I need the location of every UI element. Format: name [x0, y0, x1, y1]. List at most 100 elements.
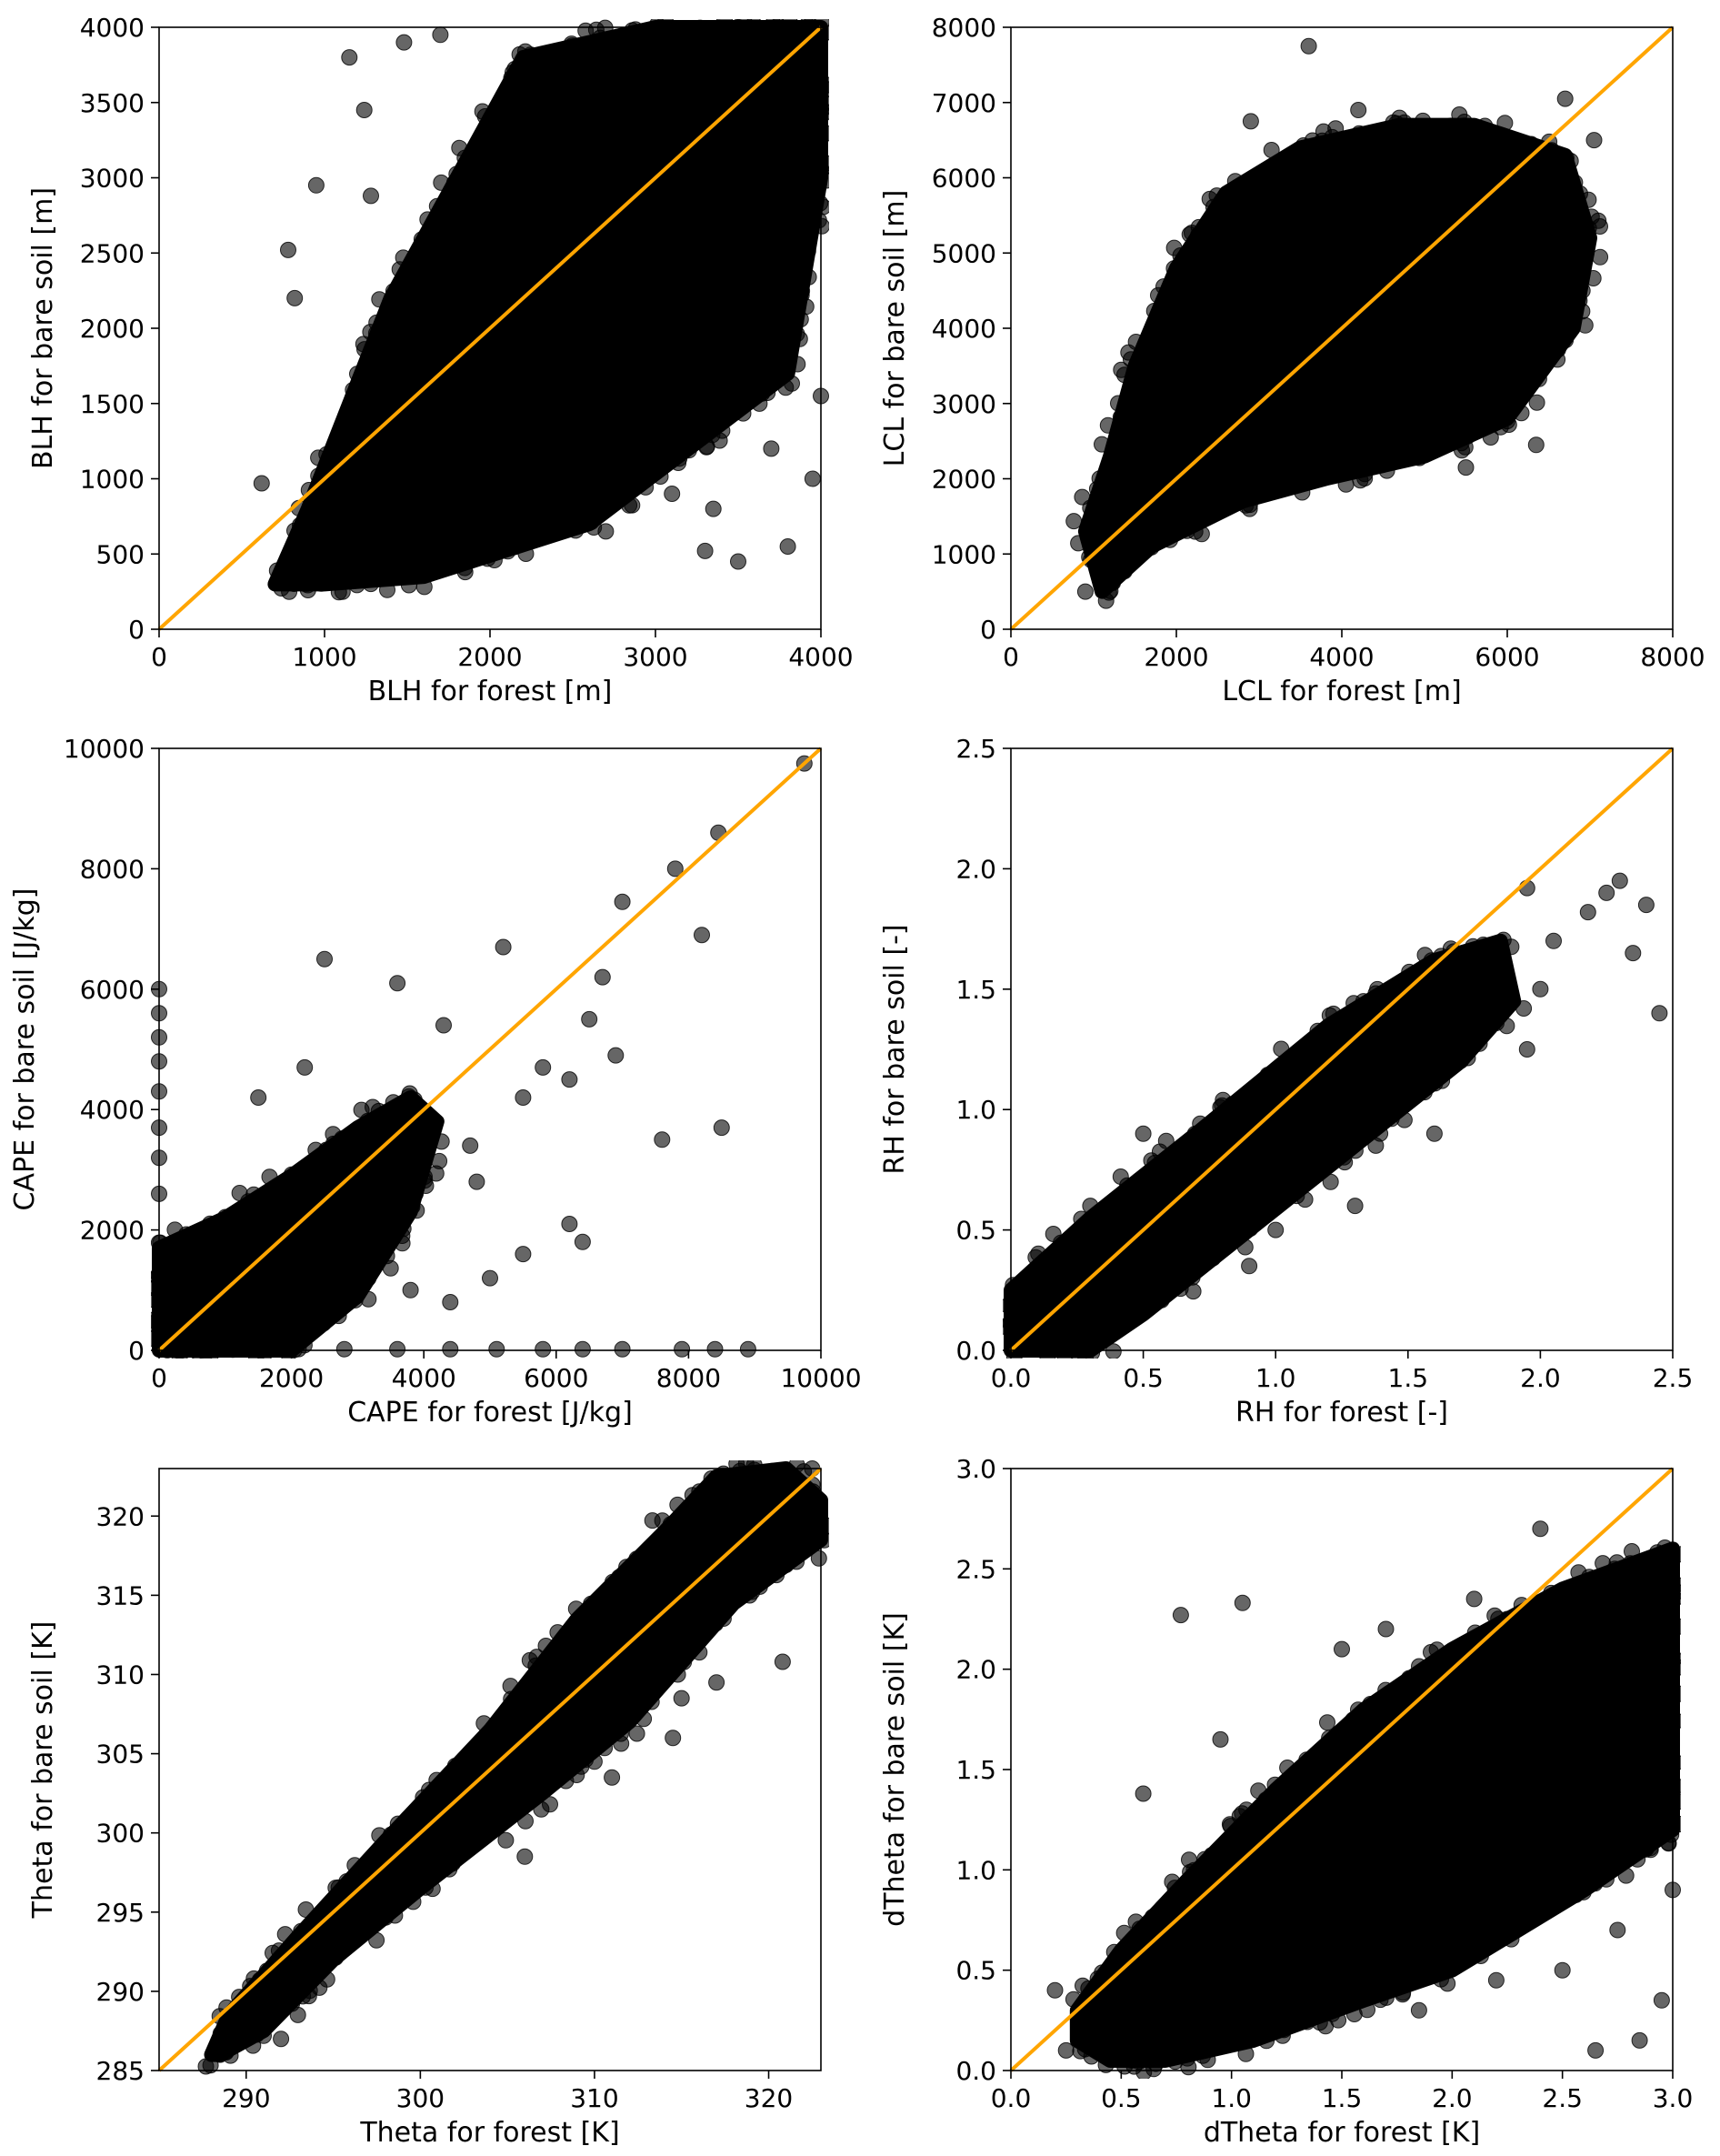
scatter-point — [605, 490, 623, 507]
chart-panel-theta: 290 300 310 320 285 290 295 300 305 310 315 320 Thet… — [27, 1460, 829, 2149]
scatter-point — [1125, 389, 1142, 406]
scatter-point — [652, 468, 669, 485]
x-tick-label: 3.0 — [1653, 2083, 1694, 2113]
scatter-point — [819, 76, 829, 94]
scatter-point — [564, 45, 581, 62]
scatter-point — [253, 475, 270, 492]
scatter-point — [1166, 2053, 1184, 2071]
scatter-point — [151, 1330, 157, 1348]
scatter-point — [506, 60, 524, 77]
scatter-point — [561, 513, 578, 530]
scatter-point — [1323, 1747, 1340, 1764]
scatter-point — [535, 1770, 552, 1788]
y-tick-label: 0.0 — [955, 1336, 996, 1366]
scatter-point — [225, 1341, 242, 1359]
scatter-point — [1566, 1580, 1584, 1598]
scatter-point — [716, 19, 733, 27]
scatter-point — [1212, 1730, 1229, 1748]
scatter-point — [594, 968, 611, 986]
y-axis-label: CAPE for bare soil [J/kg] — [9, 888, 41, 1211]
scatter-point — [1428, 1641, 1445, 1659]
scatter-point — [1482, 1934, 1499, 1951]
scatter-point — [802, 19, 819, 34]
scatter-point — [1377, 1620, 1395, 1638]
scatter-point — [400, 577, 417, 594]
y-tick-label: 6000 — [80, 975, 145, 1005]
scatter-point — [1065, 1991, 1082, 2008]
scatter-point — [1528, 394, 1545, 411]
scatter-point — [775, 349, 792, 366]
scatter-point — [394, 278, 411, 296]
scatter-point — [1085, 503, 1102, 520]
scatter-point — [151, 1315, 158, 1332]
scatter-point — [1457, 459, 1475, 476]
scatter-point — [1503, 988, 1520, 1005]
scatter-point — [482, 1269, 498, 1287]
y-tick-label: 0 — [128, 615, 145, 645]
scatter-point — [675, 1653, 693, 1670]
scatter-point — [1112, 423, 1129, 440]
scatter-point — [433, 556, 450, 573]
scatter-point — [1287, 2009, 1305, 2026]
y-tick-label: 1.5 — [955, 1755, 996, 1785]
scatter-point — [1415, 112, 1432, 129]
x-tick-label: 0 — [151, 642, 167, 672]
scatter-point — [647, 1678, 665, 1695]
y-tick-label: 4000 — [80, 1095, 145, 1125]
scatter-point — [1637, 897, 1655, 914]
scatter-point — [451, 139, 468, 156]
scatter-point — [483, 535, 500, 551]
scatter-point — [784, 306, 800, 324]
scatter-point — [435, 1017, 452, 1034]
scatter-point — [1558, 149, 1575, 166]
scatter-point — [666, 860, 684, 877]
scatter-point — [1493, 134, 1510, 151]
scatter-point — [698, 438, 715, 456]
scatter-point — [1003, 1297, 1016, 1314]
one-to-one-line — [157, 747, 823, 1352]
scatter-point — [1030, 1245, 1047, 1262]
scatter-point — [280, 241, 296, 258]
scatter-point — [216, 1208, 234, 1226]
scatter-point — [412, 256, 429, 273]
scatter-point — [1073, 1210, 1090, 1228]
scatter-point — [502, 1678, 519, 1695]
scatter-point — [597, 523, 615, 540]
scatter-point — [1322, 1173, 1339, 1190]
scatter-point — [1401, 1670, 1417, 1687]
scatter-point — [1319, 1714, 1335, 1731]
scatter-point — [691, 1483, 708, 1500]
scatter-point — [472, 1827, 489, 1844]
scatter-point — [1574, 282, 1591, 299]
scatter-point — [1598, 884, 1615, 901]
scatter-point — [202, 1350, 219, 1359]
scatter-point — [654, 1131, 671, 1148]
scatter-point — [665, 1730, 682, 1747]
scatter-point — [741, 1587, 758, 1604]
scatter-point — [1308, 1166, 1325, 1183]
x-tick-label: 3000 — [623, 642, 687, 672]
scatter-point — [1321, 1730, 1338, 1747]
scatter-point — [1088, 480, 1105, 497]
scatter-point — [1238, 1801, 1255, 1819]
scatter-point — [419, 211, 436, 228]
chart-panel-blh: 0 1000 2000 3000 4000 0 500 1000 1500 2000 2500 300… — [27, 13, 854, 707]
scatter-point — [370, 1102, 387, 1119]
scatter-point — [1375, 987, 1393, 1004]
scatter-point — [1053, 1234, 1069, 1251]
x-tick-label: 6000 — [524, 1363, 588, 1393]
scatter-point — [1609, 1921, 1626, 1939]
scatter-point — [270, 1942, 287, 1960]
scatter-point — [441, 1860, 458, 1878]
scatter-point — [713, 1119, 730, 1137]
y-tick-label: 285 — [96, 2056, 145, 2086]
scatter-point — [1123, 537, 1140, 555]
scatter-point — [1510, 1908, 1527, 1925]
scatter-point — [353, 370, 370, 387]
scatter-point — [822, 125, 829, 142]
scatter-point — [1073, 1228, 1090, 1245]
scatter-point — [348, 577, 365, 594]
scatter-point — [1205, 1249, 1222, 1267]
scatter-point — [782, 19, 798, 32]
